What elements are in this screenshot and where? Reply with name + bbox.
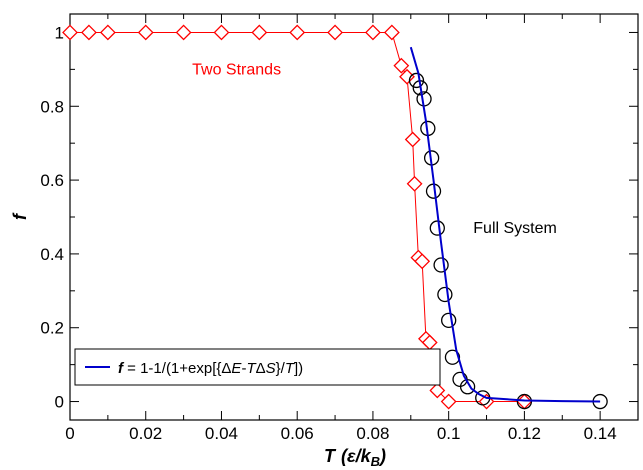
x-tick-label: 0.06 bbox=[281, 424, 314, 443]
point-two-strands bbox=[440, 393, 457, 410]
point-two-strands bbox=[383, 24, 400, 41]
point-two-strands bbox=[137, 24, 154, 41]
y-axis-title: f bbox=[10, 212, 30, 220]
point-full-system bbox=[441, 312, 457, 328]
y-tick-label: 0.6 bbox=[40, 171, 64, 190]
point-two-strands bbox=[175, 24, 192, 41]
legend-dash: - bbox=[241, 360, 246, 377]
point-two-strands bbox=[327, 24, 343, 41]
annotation-full-system: Full System bbox=[473, 220, 557, 237]
point-two-strands bbox=[393, 57, 410, 74]
y-tick-label: 0.8 bbox=[40, 97, 64, 116]
legend-label: f = 1-1/(1+exp[{ΔE-TΔS}/T]) bbox=[118, 360, 303, 377]
annotation-layer: Two Strands Full System bbox=[192, 61, 557, 237]
point-two-strands bbox=[429, 382, 446, 399]
legend-t: T bbox=[246, 360, 257, 377]
point-two-strands bbox=[404, 131, 421, 148]
point-full-system bbox=[433, 257, 449, 273]
point-two-strands bbox=[399, 68, 415, 85]
x-tick-label: 0.12 bbox=[508, 424, 541, 443]
x-tick-labels: 0 0.02 0.04 0.06 0.08 0.1 0.12 0.14 bbox=[65, 424, 616, 443]
point-full-system bbox=[408, 72, 425, 89]
annotation-two-strands: Two Strands bbox=[192, 61, 281, 78]
point-two-strands bbox=[251, 24, 268, 41]
x-tick-label: 0.02 bbox=[129, 424, 162, 443]
x-tick-label: 0.08 bbox=[356, 424, 389, 443]
point-two-strands bbox=[365, 24, 381, 41]
y-tick-label: 0.4 bbox=[40, 245, 64, 264]
y-tick-label: 0 bbox=[55, 393, 64, 412]
x-tick-label: 0.04 bbox=[205, 424, 238, 443]
legend-mid: = 1-1/(1+exp[{Δ bbox=[123, 360, 231, 377]
point-two-strands bbox=[99, 24, 116, 41]
point-full-system bbox=[437, 286, 453, 303]
legend-e: E bbox=[231, 360, 242, 377]
legend-delta: Δ bbox=[256, 360, 266, 377]
point-two-strands bbox=[81, 24, 97, 41]
x-axis-title-main: T bbox=[324, 446, 337, 466]
point-two-strands bbox=[478, 393, 495, 410]
point-full-system bbox=[429, 220, 445, 236]
x-axis-title-unit: (ε/k bbox=[341, 446, 372, 466]
point-full-system bbox=[459, 379, 476, 395]
series-line-fit bbox=[409, 46, 601, 403]
legend-s: S bbox=[266, 360, 276, 377]
point-two-strands bbox=[213, 24, 230, 41]
x-tick-label: 0.1 bbox=[437, 424, 461, 443]
x-tick-label: 0.14 bbox=[584, 424, 617, 443]
x-axis-title-close: ) bbox=[378, 446, 386, 466]
legend-t2: T bbox=[285, 360, 296, 377]
legend-f: f bbox=[118, 360, 125, 377]
x-tick-label: 0 bbox=[65, 424, 74, 443]
x-axis-title-sub: B bbox=[371, 454, 380, 469]
x-axis-title: T (ε/kB) bbox=[324, 446, 386, 469]
point-two-strands bbox=[414, 253, 431, 270]
legend-end: ]) bbox=[294, 360, 303, 377]
legend-box: f = 1-1/(1+exp[{ΔE-TΔS}/T]) bbox=[74, 348, 441, 386]
axis-ticks bbox=[69, 14, 638, 420]
point-two-strands bbox=[62, 24, 78, 41]
point-full-system bbox=[444, 349, 461, 365]
y-tick-label: 0.2 bbox=[40, 319, 64, 338]
y-tick-label: 1 bbox=[55, 23, 64, 42]
legend-slash: }/ bbox=[276, 360, 286, 377]
point-two-strands bbox=[406, 175, 423, 192]
point-two-strands bbox=[289, 24, 306, 41]
y-tick-labels: 0 0.2 0.4 0.6 0.8 1 bbox=[40, 23, 64, 411]
